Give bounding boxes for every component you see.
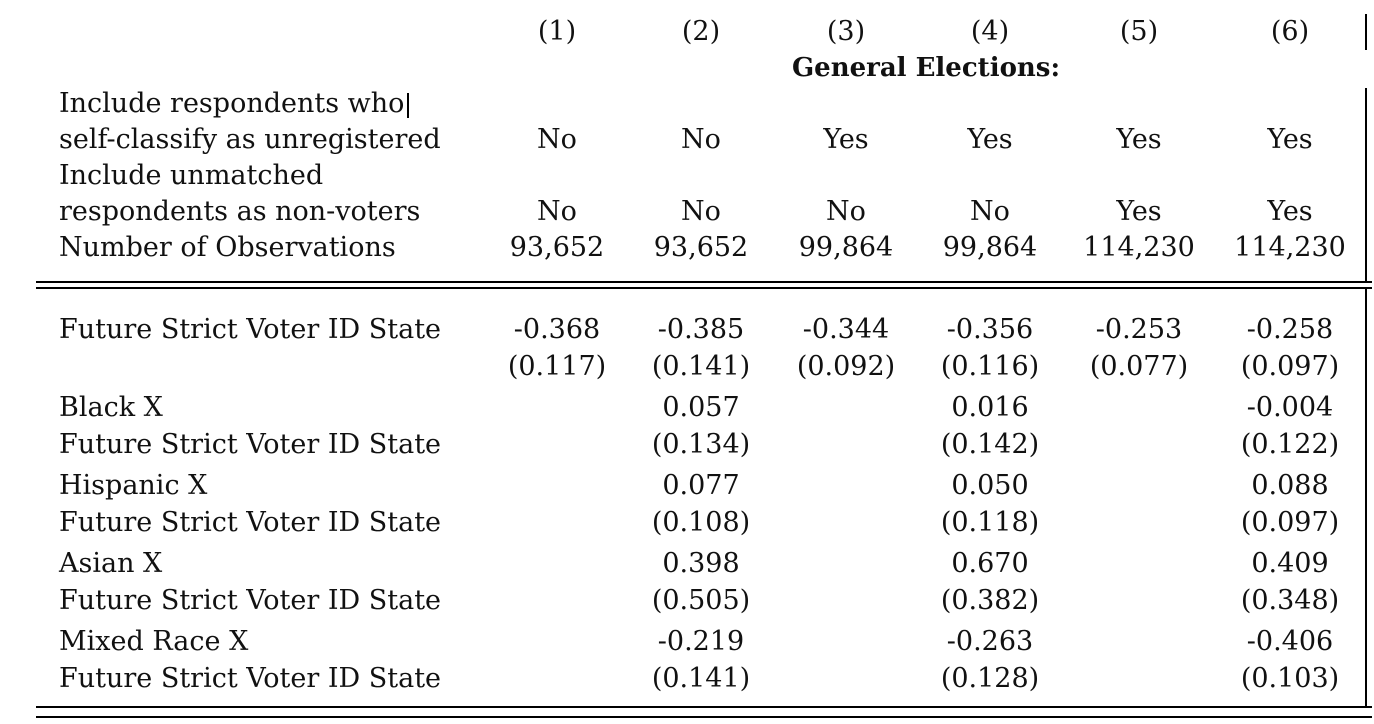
table-cell: Yes: [1267, 196, 1313, 227]
coefficient: 0.088: [1251, 470, 1329, 501]
column-header: (5): [1119, 16, 1159, 47]
coefficient: -0.385: [657, 314, 745, 345]
table-border: [1365, 14, 1367, 50]
row-label: Include unmatched: [59, 160, 324, 191]
standard-error: (0.505): [651, 585, 751, 616]
standard-error: (0.348): [1240, 585, 1340, 616]
table-cell: 114,230: [1083, 232, 1195, 263]
standard-error: (0.116): [940, 351, 1040, 382]
row-label: Mixed Race X: [59, 626, 249, 657]
standard-error: (0.118): [940, 507, 1040, 538]
standard-error: (0.097): [1240, 507, 1340, 538]
column-header: (4): [970, 16, 1010, 47]
table-cell: No: [681, 124, 721, 155]
column-header: (6): [1270, 16, 1310, 47]
table-cell: No: [681, 196, 721, 227]
table-cell: Yes: [1116, 124, 1162, 155]
row-label: Include respondents who: [59, 88, 405, 119]
table-cell: 99,864: [942, 232, 1038, 263]
row-label: Future Strict Voter ID State: [59, 585, 442, 616]
row-label: Future Strict Voter ID State: [59, 663, 442, 694]
table-cell: Yes: [967, 124, 1013, 155]
row-label: Hispanic X: [59, 470, 208, 501]
coefficient: 0.057: [662, 392, 740, 423]
row-label: Black X: [59, 392, 163, 423]
text-cursor: [407, 93, 409, 118]
table-border: [1365, 88, 1367, 281]
standard-error: (0.141): [651, 351, 751, 382]
table-cell: 93,652: [509, 232, 605, 263]
coefficient: 0.409: [1251, 548, 1329, 579]
table-cell: No: [826, 196, 866, 227]
row-label: self-classify as unregistered: [59, 124, 441, 155]
coefficient: -0.368: [513, 314, 601, 345]
row-label: Future Strict Voter ID State: [59, 507, 442, 538]
coefficient: -0.344: [802, 314, 890, 345]
column-header: (1): [537, 16, 577, 47]
table-border: [1365, 289, 1367, 706]
standard-error: (0.117): [507, 351, 607, 382]
coefficient: -0.219: [657, 626, 745, 657]
standard-error: (0.134): [651, 429, 751, 460]
standard-error: (0.077): [1089, 351, 1189, 382]
coefficient: 0.016: [951, 392, 1029, 423]
row-label: respondents as non-voters: [59, 196, 421, 227]
row-label: Number of Observations: [59, 232, 396, 263]
standard-error: (0.141): [651, 663, 751, 694]
table-cell: No: [537, 124, 577, 155]
table-rule: [36, 281, 1372, 283]
standard-error: (0.122): [1240, 429, 1340, 460]
standard-error: (0.142): [940, 429, 1040, 460]
standard-error: (0.097): [1240, 351, 1340, 382]
standard-error: (0.108): [651, 507, 751, 538]
table-rule: [36, 716, 1372, 718]
coefficient: 0.050: [951, 470, 1029, 501]
column-header: (2): [681, 16, 721, 47]
standard-error: (0.382): [940, 585, 1040, 616]
coefficient: -0.258: [1246, 314, 1334, 345]
standard-error: (0.092): [796, 351, 896, 382]
coefficient: -0.004: [1246, 392, 1334, 423]
table-cell: 99,864: [798, 232, 894, 263]
standard-error: (0.128): [940, 663, 1040, 694]
table-cell: Yes: [1116, 196, 1162, 227]
table-cell: 114,230: [1234, 232, 1346, 263]
row-label: Future Strict Voter ID State: [59, 314, 442, 345]
coefficient: 0.077: [662, 470, 740, 501]
table-cell: No: [537, 196, 577, 227]
table-rule: [36, 706, 1372, 708]
column-header: (3): [826, 16, 866, 47]
table-cell: Yes: [1267, 124, 1313, 155]
coefficient: -0.356: [946, 314, 1034, 345]
table-cell: 93,652: [653, 232, 749, 263]
standard-error: (0.103): [1240, 663, 1340, 694]
coefficient: 0.398: [662, 548, 740, 579]
section-title: General Elections:: [791, 53, 1061, 83]
coefficient: -0.406: [1246, 626, 1334, 657]
table-rule: [36, 287, 1372, 289]
table-cell: Yes: [823, 124, 869, 155]
row-label: Future Strict Voter ID State: [59, 429, 442, 460]
coefficient: -0.263: [946, 626, 1034, 657]
coefficient: -0.253: [1095, 314, 1183, 345]
table-cell: No: [970, 196, 1010, 227]
row-label: Asian X: [59, 548, 163, 579]
coefficient: 0.670: [951, 548, 1029, 579]
